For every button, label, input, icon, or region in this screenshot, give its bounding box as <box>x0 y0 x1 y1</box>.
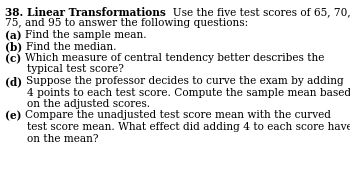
Text: typical test score?: typical test score? <box>27 65 124 75</box>
Text: test score mean. What effect did adding 4 to each score have: test score mean. What effect did adding … <box>27 122 350 132</box>
Text: (a): (a) <box>5 30 25 41</box>
Text: (c): (c) <box>5 53 25 64</box>
Text: (e): (e) <box>5 110 25 122</box>
Text: Find the median.: Find the median. <box>26 41 116 51</box>
Text: Suppose the professor decides to curve the exam by adding: Suppose the professor decides to curve t… <box>26 76 343 86</box>
Text: 4 points to each test score. Compute the sample mean based: 4 points to each test score. Compute the… <box>27 88 350 97</box>
Text: on the mean?: on the mean? <box>27 134 98 144</box>
Text: Compare the unadjusted test score mean with the curved: Compare the unadjusted test score mean w… <box>25 110 331 120</box>
Text: Find the sample mean.: Find the sample mean. <box>25 30 147 40</box>
Text: (b): (b) <box>5 41 26 53</box>
Text: 75, and 95 to answer the following questions:: 75, and 95 to answer the following quest… <box>5 18 248 28</box>
Text: (d): (d) <box>5 76 26 87</box>
Text: Which measure of central tendency better describes the: Which measure of central tendency better… <box>25 53 324 63</box>
Text: 38.: 38. <box>5 7 27 18</box>
Text: on the adjusted scores.: on the adjusted scores. <box>27 99 150 109</box>
Text: Use the five test scores of 65, 70, 71,: Use the five test scores of 65, 70, 71, <box>166 7 350 17</box>
Text: Linear Transformations: Linear Transformations <box>27 7 166 18</box>
